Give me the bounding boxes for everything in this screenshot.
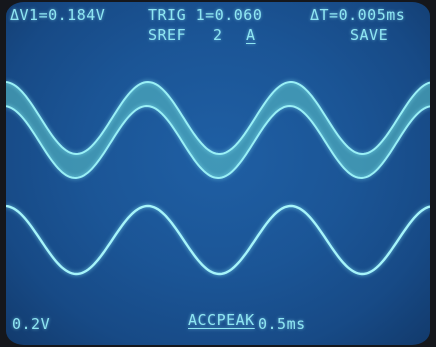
channel-1-envelope-top-trace [6,80,430,156]
waveform-display [6,80,430,276]
acquisition-mode-readout: ACCPEAK [188,311,255,329]
time-per-div-readout: 0.5ms [258,315,306,333]
sref-mode: A [246,26,256,44]
trigger-readout: TRIG 1=0.060 [148,6,263,24]
channel-2-trace [6,204,430,276]
volts-per-div-readout: 0.2V [12,315,51,333]
save-indicator: SAVE [350,26,389,44]
delta-v-readout: ΔV1=0.184V [10,6,106,24]
channel-1-envelope-band [6,82,430,178]
sref-label: SREF [148,26,187,44]
channel-1-envelope-bottom-trace [6,104,430,180]
sref-channel: 2 [213,26,223,44]
delta-t-readout: ΔT=0.005ms [310,6,406,24]
oscilloscope-screen: ΔV1=0.184V TRIG 1=0.060 ΔT=0.005ms SREF … [6,2,430,345]
